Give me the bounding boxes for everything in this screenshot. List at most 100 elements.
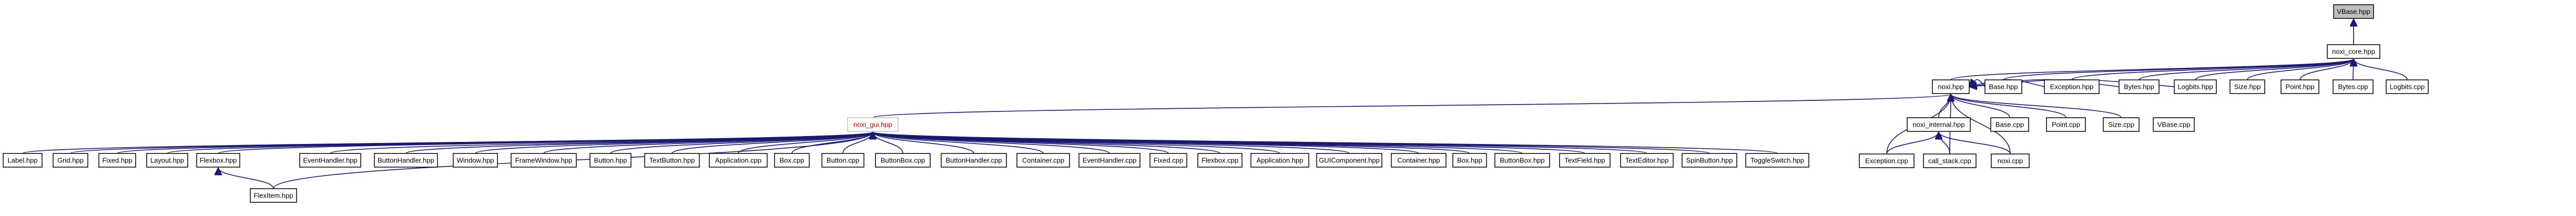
node-box[interactable]	[1991, 153, 2030, 168]
node-box[interactable]	[1932, 79, 1970, 94]
node-flexbox-cpp[interactable]: Flexbox.cpp	[1197, 153, 1243, 168]
node-box[interactable]	[1745, 153, 1809, 168]
node-box[interactable]	[1250, 153, 1309, 168]
node-box[interactable]	[1559, 153, 1611, 168]
node-box[interactable]	[2046, 117, 2086, 132]
node-logbits-cpp[interactable]: Logbits.cpp	[2386, 79, 2429, 94]
node-box[interactable]	[1078, 153, 1141, 168]
node-box[interactable]	[1391, 153, 1447, 168]
node-button-hpp[interactable]: Button.hpp	[589, 153, 632, 168]
node-box[interactable]	[774, 153, 810, 168]
node-fixed-hpp[interactable]: Fixed.hpp	[98, 153, 136, 168]
node-toggleswitch-hpp[interactable]: ToggleSwitch.hpp	[1745, 153, 1809, 168]
node-box[interactable]	[146, 153, 188, 168]
node-box[interactable]	[2280, 79, 2319, 94]
node-box[interactable]	[299, 153, 361, 168]
node-button-cpp[interactable]: Button.cpp	[821, 153, 864, 168]
node-box[interactable]	[374, 153, 438, 168]
node-box[interactable]	[2103, 117, 2140, 132]
node-box[interactable]	[2119, 79, 2160, 94]
node-framewindow-hpp[interactable]: FrameWindow.hpp	[511, 153, 577, 168]
node-noxi-core-hpp[interactable]: noxi_core.hpp	[2327, 44, 2380, 59]
node-application-cpp[interactable]: Application.cpp	[709, 153, 768, 168]
node-buttonhandler-hpp[interactable]: ButtonHandler.hpp	[374, 153, 438, 168]
node-buttonbox-cpp[interactable]: ButtonBox.cpp	[875, 153, 931, 168]
node-box[interactable]	[1907, 117, 1971, 132]
node-flexitem-hpp[interactable]: FlexItem.hpp	[250, 188, 297, 203]
node-box[interactable]	[2044, 79, 2100, 94]
node-textfield-hpp[interactable]: TextField.hpp	[1559, 153, 1611, 168]
node-box[interactable]	[1682, 153, 1737, 168]
node-box-hpp[interactable]: Box.hpp	[1452, 153, 1487, 168]
node-call-stack-cpp[interactable]: call_stack.cpp	[1923, 153, 1977, 168]
node-application-hpp[interactable]: Application.hpp	[1250, 153, 1309, 168]
node-layout-hpp[interactable]: Layout.hpp	[146, 153, 188, 168]
node-grid-hpp[interactable]: Grid.hpp	[53, 153, 88, 168]
node-box[interactable]	[1452, 153, 1487, 168]
node-container-cpp[interactable]: Container.cpp	[1016, 153, 1070, 168]
node-box[interactable]	[511, 153, 577, 168]
node-point-hpp[interactable]: Point.hpp	[2280, 79, 2319, 94]
node-flexbox-hpp[interactable]: Flexbox.hpp	[196, 153, 240, 168]
node-box[interactable]	[1316, 153, 1382, 168]
node-size-hpp[interactable]: Size.hpp	[2229, 79, 2265, 94]
node-box[interactable]	[1990, 117, 2029, 132]
node-buttonhandler-cpp[interactable]: ButtonHandler.cpp	[941, 153, 1007, 168]
node-point-cpp[interactable]: Point.cpp	[2046, 117, 2086, 132]
node-box[interactable]	[2333, 4, 2374, 19]
node-vbase-cpp[interactable]: VBase.cpp	[2153, 117, 2195, 132]
node-base-cpp[interactable]: Base.cpp	[1990, 117, 2029, 132]
node-size-cpp[interactable]: Size.cpp	[2103, 117, 2140, 132]
node-box-cpp[interactable]: Box.cpp	[774, 153, 810, 168]
node-exception-hpp[interactable]: Exception.hpp	[2044, 79, 2100, 94]
node-vbase-hpp[interactable]: VBase.hpp	[2333, 4, 2374, 19]
node-base-hpp[interactable]: Base.hpp	[1984, 79, 2022, 94]
node-bytes-hpp[interactable]: Bytes.hpp	[2119, 79, 2160, 94]
node-box[interactable]	[589, 153, 632, 168]
node-box[interactable]	[2327, 44, 2380, 59]
node-spinbutton-hpp[interactable]: SpinButton.hpp	[1682, 153, 1737, 168]
node-box[interactable]	[644, 153, 700, 168]
node-box[interactable]	[1859, 153, 1915, 168]
node-label-hpp[interactable]: Label.hpp	[3, 153, 43, 168]
node-noxi-hpp[interactable]: noxi.hpp	[1932, 79, 1970, 94]
node-box[interactable]	[875, 153, 931, 168]
node-noxi-cpp[interactable]: noxi.cpp	[1991, 153, 2030, 168]
node-box[interactable]	[2174, 79, 2217, 94]
node-box[interactable]	[196, 153, 240, 168]
node-eventhandler-cpp[interactable]: EventHandler.cpp	[1078, 153, 1141, 168]
node-bytes-cpp[interactable]: Bytes.cpp	[2333, 79, 2374, 94]
node-box[interactable]	[1984, 79, 2022, 94]
node-guicomponent-hpp[interactable]: GUIComponent.hpp	[1316, 153, 1382, 168]
node-box[interactable]	[453, 153, 498, 168]
node-fixed-cpp[interactable]: Fixed.cpp	[1149, 153, 1187, 168]
node-eventhandler-hpp[interactable]: EventHandler.hpp	[299, 153, 361, 168]
node-box[interactable]	[1149, 153, 1187, 168]
node-box[interactable]	[821, 153, 864, 168]
node-noxi-gui-hpp[interactable]: noxi_gui.hpp	[847, 117, 899, 132]
node-box[interactable]	[709, 153, 768, 168]
node-logbits-hpp[interactable]: Logbits.hpp	[2174, 79, 2217, 94]
node-box[interactable]	[1494, 153, 1550, 168]
node-box[interactable]	[847, 117, 899, 132]
node-noxi-internal-hpp[interactable]: noxi_internal.hpp	[1907, 117, 1971, 132]
node-box[interactable]	[98, 153, 136, 168]
node-box[interactable]	[1197, 153, 1243, 168]
node-box[interactable]	[2229, 79, 2265, 94]
node-texteditor-hpp[interactable]: TextEditor.hpp	[1620, 153, 1674, 168]
node-box[interactable]	[941, 153, 1007, 168]
node-box[interactable]	[250, 188, 297, 203]
node-box[interactable]	[1620, 153, 1674, 168]
node-window-hpp[interactable]: Window.hpp	[453, 153, 498, 168]
node-buttonbox-hpp[interactable]: ButtonBox.hpp	[1494, 153, 1550, 168]
node-box[interactable]	[2386, 79, 2429, 94]
node-textbutton-hpp[interactable]: TextButton.hpp	[644, 153, 700, 168]
node-box[interactable]	[53, 153, 88, 168]
node-exception-cpp[interactable]: Exception.cpp	[1859, 153, 1915, 168]
node-container-hpp[interactable]: Container.hpp	[1391, 153, 1447, 168]
node-box[interactable]	[1923, 153, 1977, 168]
node-box[interactable]	[1016, 153, 1070, 168]
node-box[interactable]	[2153, 117, 2195, 132]
node-box[interactable]	[3, 153, 43, 168]
node-box[interactable]	[2333, 79, 2374, 94]
